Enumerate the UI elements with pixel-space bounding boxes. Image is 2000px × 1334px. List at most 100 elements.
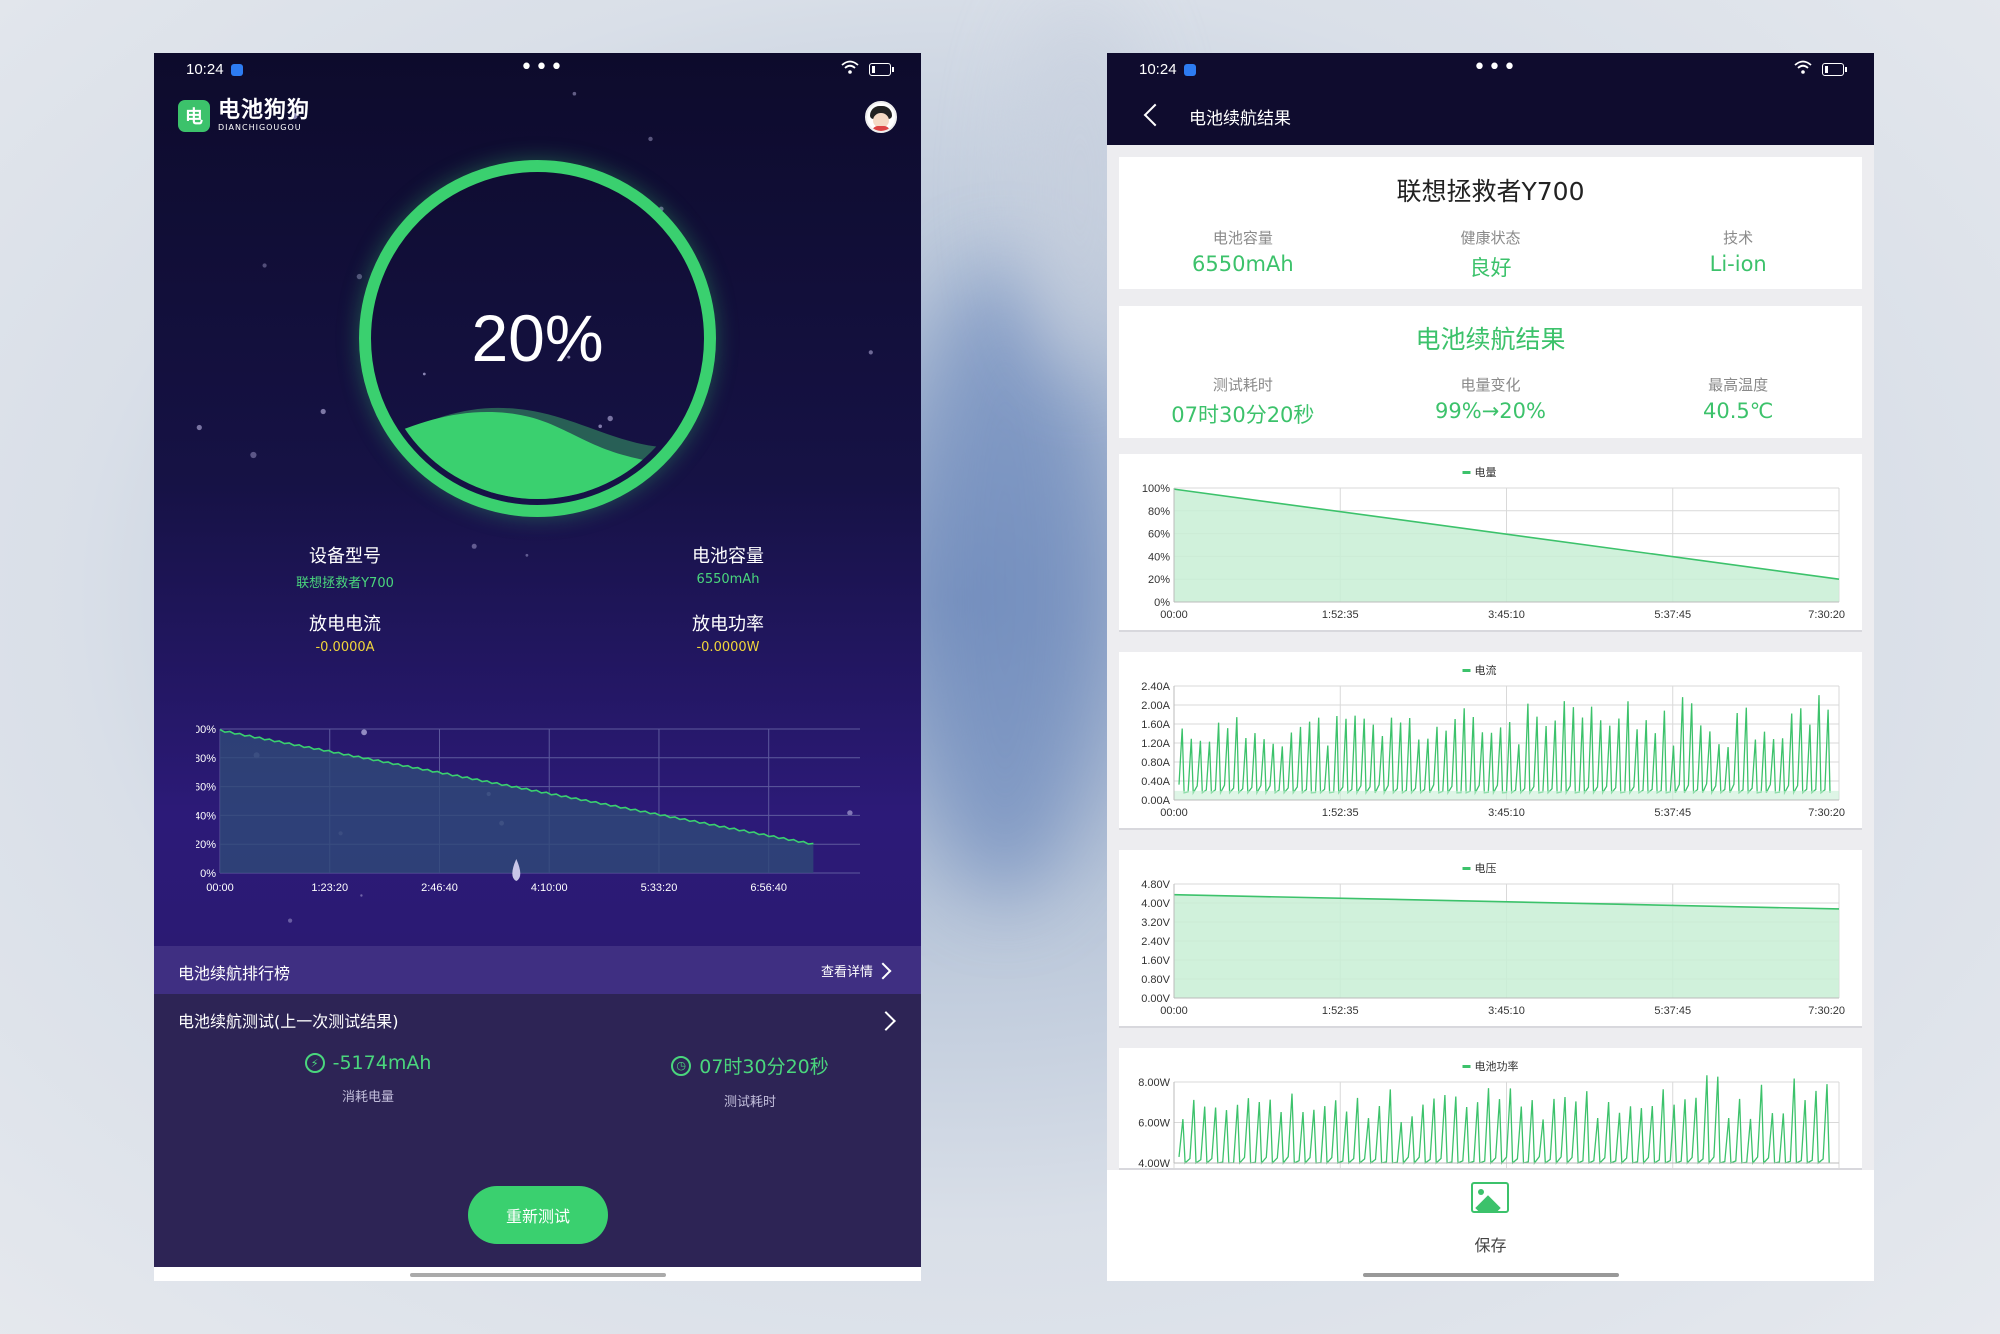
home-indicator[interactable] <box>1363 1273 1619 1277</box>
more-dots-icon[interactable]: ••• <box>1473 55 1518 80</box>
gauge-fill <box>377 178 698 499</box>
status-time: 10:24 <box>1139 61 1177 78</box>
image-save-icon[interactable] <box>1471 1182 1509 1213</box>
star <box>320 408 326 415</box>
y-tick-label: 40% <box>1148 551 1170 563</box>
star <box>847 810 853 816</box>
y-tick-label: 0.40A <box>1141 776 1170 788</box>
x-tick-label: 3:45:10 <box>1488 1005 1525 1017</box>
battery-line <box>219 728 814 845</box>
info-value: 良好 <box>1469 256 1512 280</box>
star <box>572 91 577 96</box>
device-model-block: 设备型号 联想拯救者Y700 <box>235 542 455 591</box>
battery-level-chart: 电量 0% 20% 40% 60% 80% 100% 00:00 1:52:35 3:45:10 5… <box>1119 454 1862 632</box>
x-tick-label: 5:37:45 <box>1654 1005 1691 1017</box>
y-tick-label: 0.00A <box>1141 795 1170 807</box>
user-avatar[interactable] <box>865 101 897 133</box>
legend-label: 电流 <box>1475 663 1497 677</box>
y-tick-label: 80% <box>196 753 216 765</box>
series-area <box>1174 790 1839 800</box>
last-test-title: 电池续航测试(上一次测试结果) <box>178 1012 399 1031</box>
result-row: 测试耗时 07时30分20秒 电量变化 99%→20% 最高温度 40.5℃ <box>1119 374 1862 429</box>
legend-swatch <box>1462 471 1471 474</box>
x-tick-label: 7:30:20 <box>1808 1005 1845 1017</box>
current-value: -0.0000A <box>315 640 375 655</box>
x-tick-label: 00:00 <box>206 882 234 894</box>
save-label[interactable]: 保存 <box>1474 1236 1507 1255</box>
power-label: 放电功率 <box>692 614 764 635</box>
notification-icon <box>1184 64 1196 76</box>
status-bar: 10:24 ••• <box>1107 53 1874 89</box>
device-model-label: 设备型号 <box>309 546 381 567</box>
bolt-icon: ⚡ <box>304 1053 325 1073</box>
star <box>525 553 529 557</box>
battery-area <box>220 730 814 873</box>
info-label: 电池容量 <box>1212 229 1273 247</box>
info-label: 健康状态 <box>1460 229 1521 247</box>
series-area <box>1174 894 1839 998</box>
y-tick-label: 6.00W <box>1138 1118 1170 1130</box>
ranking-bar[interactable]: 电池续航排行榜 查看详情 <box>154 946 921 994</box>
gauge-wave <box>377 407 698 499</box>
current-block: 放电电流 -0.0000A <box>235 610 455 655</box>
capacity-label: 电池容量 <box>692 546 764 567</box>
duration-label: 测试耗时 <box>723 1095 776 1110</box>
info-label: 技术 <box>1723 229 1754 247</box>
save-bar: 保存 <box>1107 1170 1874 1281</box>
consumed-value: -5174mAh <box>332 1052 432 1074</box>
result-label: 测试耗时 <box>1212 376 1273 394</box>
notification-icon <box>231 64 243 76</box>
capacity-block: 电池容量 6550mAh <box>618 542 838 587</box>
x-tick-label: 1:52:35 <box>1322 609 1359 621</box>
device-name: 联想拯救者Y700 <box>1396 177 1585 206</box>
logo-icon: 电 <box>178 100 210 132</box>
x-tick-label: 5:37:45 <box>1654 807 1691 819</box>
back-icon[interactable] <box>1143 103 1167 127</box>
y-tick-label: 40% <box>196 810 216 822</box>
legend-label: 电量 <box>1475 466 1497 479</box>
y-tick-label: 2.00A <box>1141 700 1170 712</box>
voltage-chart: 电压 0.00V 0.80V 1.60V 2.40V 3.20V 4.00V 4.80V 00:… <box>1119 850 1862 1028</box>
star <box>868 350 873 355</box>
home-indicator[interactable] <box>410 1273 666 1277</box>
logo-name: 电池狗狗 <box>218 98 311 123</box>
legend-label: 电池功率 <box>1475 1059 1519 1073</box>
power-value: -0.0000W <box>696 640 760 655</box>
info-value: Li-ion <box>1709 252 1767 276</box>
y-tick-label: 4.80V <box>1141 879 1170 891</box>
x-tick-label: 3:45:10 <box>1488 609 1525 621</box>
retest-button[interactable]: 重新测试 <box>468 1186 608 1244</box>
y-tick-label: 20% <box>196 839 216 851</box>
result-label: 最高温度 <box>1708 376 1769 394</box>
device-info-row: 电池容量 6550mAh 健康状态 良好 技术 Li-ion <box>1119 227 1862 282</box>
avatar-shirt <box>872 126 890 131</box>
result-value: 40.5℃ <box>1703 399 1774 423</box>
result-title: 电池续航结果 <box>1415 325 1566 354</box>
series-line <box>1173 893 1840 910</box>
y-tick-label: 100% <box>196 724 216 736</box>
x-tick-label: 3:45:10 <box>1488 807 1525 819</box>
y-tick-label: 1.60A <box>1141 719 1170 731</box>
series-area <box>1174 489 1839 602</box>
power-chart: 电池功率 4.00W 6.00W 8.00W <box>1119 1048 1862 1170</box>
y-tick-label: 60% <box>1148 529 1170 541</box>
ranking-more-link[interactable]: 查看详情 <box>820 965 873 980</box>
y-tick-label: 100% <box>1142 483 1170 495</box>
wifi-icon <box>1794 60 1812 74</box>
ranking-title: 电池续航排行榜 <box>178 964 291 983</box>
y-tick-label: 8.00W <box>1138 1077 1170 1089</box>
more-dots-icon[interactable]: ••• <box>520 55 565 80</box>
y-tick-label: 3.20V <box>1141 917 1170 929</box>
last-test-chevron-icon[interactable] <box>876 1011 896 1031</box>
chevron-right-icon <box>874 962 892 980</box>
header-title: 电池续航结果 <box>1189 109 1291 129</box>
device-card: 联想拯救者Y700 电池容量 6550mAh 健康状态 良好 技术 Li-ion <box>1119 157 1862 289</box>
result-label: 电量变化 <box>1460 376 1521 394</box>
x-tick-label: 1:23:20 <box>311 882 348 894</box>
legend-swatch <box>1462 1065 1471 1068</box>
x-tick-label: 5:37:45 <box>1654 609 1691 621</box>
x-tick-label: 4:10:00 <box>531 882 568 894</box>
chart-card-shadow <box>1119 1026 1862 1028</box>
series-line <box>1173 488 1840 580</box>
consumed-label: 消耗电量 <box>341 1090 394 1105</box>
